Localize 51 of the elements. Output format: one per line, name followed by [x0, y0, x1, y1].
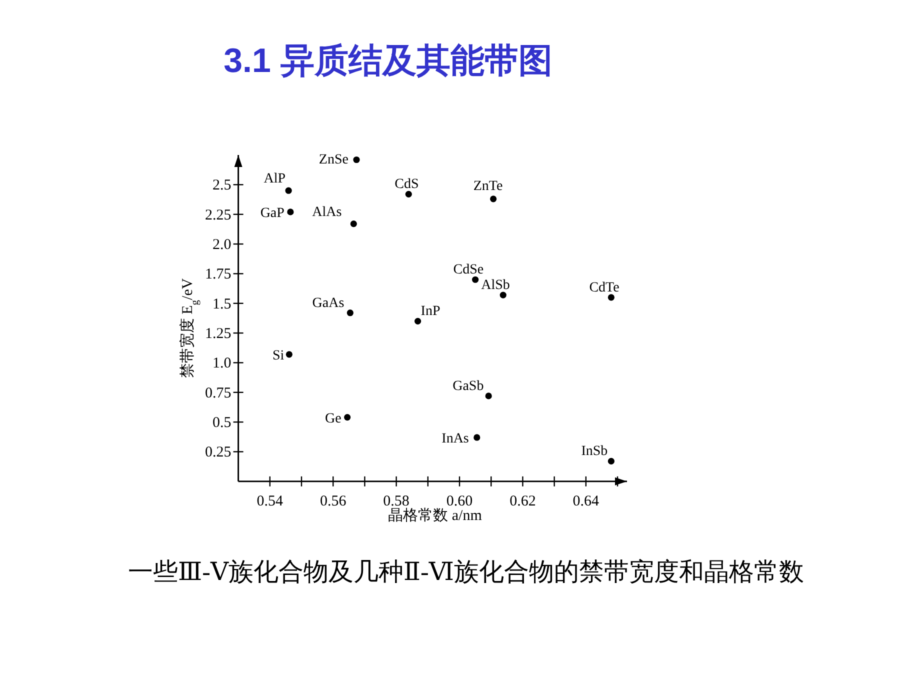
annotation: Si — [272, 348, 284, 364]
y-tick-label: 1.75 — [205, 266, 232, 283]
point — [353, 156, 360, 164]
annotation: AlP — [264, 172, 286, 187]
y-tick-label: 1.0 — [212, 356, 232, 372]
point — [344, 414, 351, 421]
annotation: AlAs — [312, 204, 342, 220]
point — [474, 434, 480, 441]
point — [608, 294, 614, 301]
x-tick-label: 0.56 — [320, 493, 347, 510]
annotation: GaP — [260, 206, 285, 221]
point — [414, 318, 422, 324]
annotation: CdSe — [453, 262, 484, 278]
point — [285, 187, 292, 194]
point — [286, 351, 292, 358]
point — [490, 196, 497, 202]
annotation: GaSb — [452, 378, 484, 394]
annotation: InSb — [581, 444, 608, 460]
annotation: Ge — [324, 411, 342, 426]
y-tick-label: 2.5 — [212, 178, 232, 194]
point — [405, 190, 412, 198]
y-tick-label: 1.5 — [212, 296, 232, 312]
point — [287, 208, 294, 216]
y-tick-label: 0.75 — [205, 385, 232, 402]
point — [608, 458, 614, 465]
annotation: CdTe — [589, 280, 620, 296]
y-tick-label: 1.25 — [205, 326, 232, 342]
point — [346, 310, 354, 316]
y-tick-label: 0.5 — [212, 415, 232, 432]
annotation: CdS — [394, 177, 419, 192]
x-tick-label: 0.64 — [572, 493, 600, 510]
chart-title: 3.1 异质结及其能带图 — [224, 42, 552, 80]
x-tick-label: 0.58 — [383, 493, 410, 510]
x-tick-label: 0.60 — [446, 493, 473, 510]
annotation: ZnTe — [473, 178, 503, 194]
y-tick-label: 2.25 — [205, 207, 232, 224]
point — [485, 392, 492, 400]
x-tick-label: 0.62 — [510, 493, 536, 510]
x-axis-title: 晶格常数 a/nm — [388, 507, 482, 524]
point — [350, 220, 357, 228]
y-tick-label: 0.25 — [205, 444, 232, 461]
point — [472, 276, 479, 283]
point — [500, 292, 506, 298]
annotation: GaAs — [312, 296, 344, 311]
x-tick-label: 0.54 — [256, 493, 284, 510]
annotation: InP — [420, 304, 440, 320]
y-tick-label: 2.0 — [212, 237, 232, 254]
annotation: InAs — [442, 431, 469, 446]
text: 一些Ⅲ-Ⅴ族化合物及几种Ⅱ-Ⅵ族化合物的禁带宽度和晶格常数 — [128, 558, 804, 586]
annotation: ZnSe — [318, 152, 348, 168]
annotation: AlSb — [481, 278, 510, 294]
